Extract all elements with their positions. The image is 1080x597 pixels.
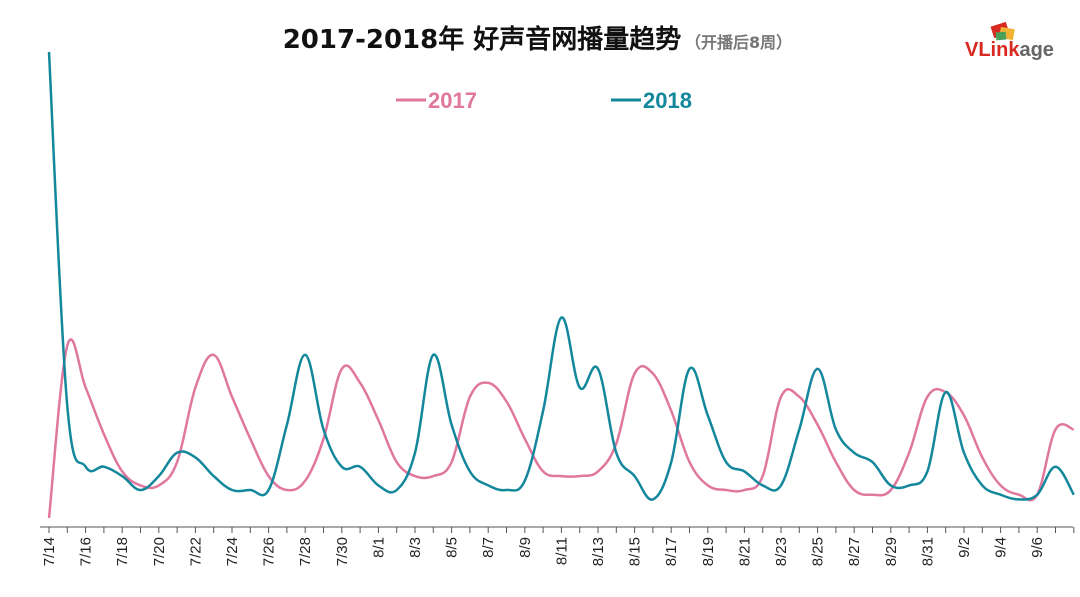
x-tick-label: 7/20 xyxy=(151,537,168,566)
x-tick-label: 8/11 xyxy=(553,537,570,565)
x-tick-label: 8/3 xyxy=(407,537,424,558)
data-points xyxy=(47,50,1076,520)
x-tick-label: 7/16 xyxy=(78,537,95,566)
chart-title: 2017-2018年 好声音网播量趋势 xyxy=(283,24,682,55)
chart-subtitle: （开播后8周） xyxy=(685,33,792,52)
legend: 2017 2018 xyxy=(396,88,692,113)
x-tick-label: 8/15 xyxy=(627,537,644,566)
x-tick-label: 8/1 xyxy=(370,537,387,558)
x-tick-label: 8/29 xyxy=(883,537,900,566)
logo-text-part1: VLink xyxy=(965,39,1020,61)
x-tick-label: 8/21 xyxy=(736,537,753,566)
x-axis-tick-labels: 7/14 7/16 7/18 7/20 7/22 7/24 7/26 7/28 7/30 8/1 8… xyxy=(41,537,1046,566)
x-tick-label: 8/27 xyxy=(846,537,863,566)
vlinkage-logo: VLinkage xyxy=(965,21,1054,61)
x-tick-label: 8/19 xyxy=(700,537,717,566)
x-tick-label: 7/24 xyxy=(224,537,241,566)
x-tick-label: 8/7 xyxy=(480,537,497,558)
x-tick-label: 7/30 xyxy=(334,537,351,566)
series-line-2017 xyxy=(47,338,1075,519)
logo-text-part2: age xyxy=(1019,39,1053,61)
x-tick-label: 9/4 xyxy=(993,537,1010,558)
x-tick-label: 7/26 xyxy=(261,537,278,566)
x-tick-label: 8/31 xyxy=(919,537,936,566)
legend-label-2018: 2018 xyxy=(643,88,692,113)
logo-squares-icon xyxy=(990,21,1015,41)
x-tick-label: 9/6 xyxy=(1029,537,1046,558)
x-tick-label: 7/14 xyxy=(41,537,58,566)
series-line-2018 xyxy=(47,51,1075,501)
legend-label-2017: 2017 xyxy=(428,88,477,113)
svg-text:VLinkage: VLinkage xyxy=(965,39,1054,61)
x-tick-label: 7/28 xyxy=(297,537,314,566)
x-tick-label: 8/25 xyxy=(810,537,827,566)
x-tick-label: 8/13 xyxy=(590,537,607,566)
x-tick-label: 8/17 xyxy=(663,537,680,566)
x-tick-label: 8/9 xyxy=(517,537,534,558)
x-axis-ticks xyxy=(48,527,1075,533)
x-tick-label: 9/2 xyxy=(956,537,973,558)
x-tick-label: 8/23 xyxy=(773,537,790,566)
x-tick-label: 7/18 xyxy=(114,537,131,566)
x-tick-label: 7/22 xyxy=(187,537,204,566)
x-tick-label: 8/5 xyxy=(444,537,461,558)
